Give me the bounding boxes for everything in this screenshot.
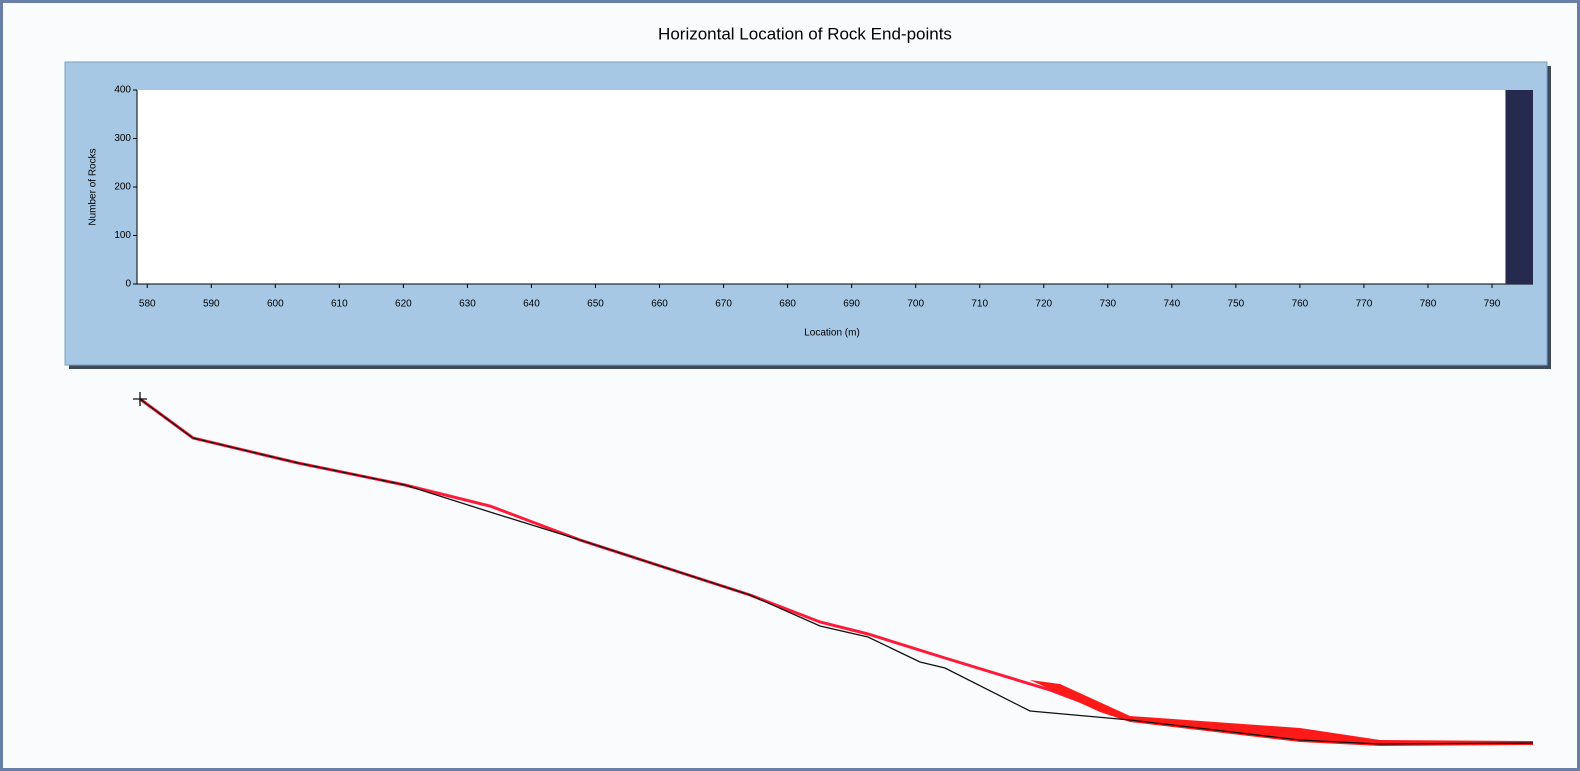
bar <box>1505 90 1533 284</box>
x-tick-label: 610 <box>331 299 348 310</box>
y-tick-label: 200 <box>114 182 131 193</box>
x-tick-label: 750 <box>1228 299 1245 310</box>
x-tick-label: 790 <box>1484 299 1501 310</box>
y-tick-label: 400 <box>114 85 131 96</box>
x-axis-label: Location (m) <box>804 328 860 339</box>
y-axis-label: Number of Rocks <box>88 148 99 225</box>
rock-paths <box>139 397 1534 746</box>
chart-title: Horizontal Location of Rock End-points <box>658 24 952 43</box>
x-tick-label: 580 <box>139 299 156 310</box>
x-tick-label: 740 <box>1163 299 1180 310</box>
x-tick-label: 600 <box>267 299 284 310</box>
plot-area <box>137 90 1533 284</box>
x-tick-label: 730 <box>1099 299 1116 310</box>
x-tick-label: 630 <box>459 299 476 310</box>
x-tick-label: 700 <box>907 299 924 310</box>
x-tick-label: 640 <box>523 299 540 310</box>
x-tick-label: 590 <box>203 299 220 310</box>
y-tick-label: 100 <box>114 230 131 241</box>
x-tick-label: 690 <box>843 299 860 310</box>
rock-paths-band <box>1030 680 1533 746</box>
x-tick-label: 620 <box>395 299 412 310</box>
x-tick-label: 760 <box>1292 299 1309 310</box>
x-tick-label: 710 <box>971 299 988 310</box>
x-tick-label: 720 <box>1035 299 1052 310</box>
y-tick-label: 0 <box>125 279 131 290</box>
x-tick-label: 680 <box>779 299 796 310</box>
x-tick-label: 780 <box>1420 299 1437 310</box>
x-tick-label: 650 <box>587 299 604 310</box>
slope-profile <box>133 392 1534 746</box>
slope-line <box>139 398 1534 745</box>
x-tick-label: 670 <box>715 299 732 310</box>
x-tick-label: 770 <box>1356 299 1373 310</box>
x-tick-label: 660 <box>651 299 668 310</box>
seeder <box>133 392 147 406</box>
y-tick-label: 300 <box>114 133 131 144</box>
